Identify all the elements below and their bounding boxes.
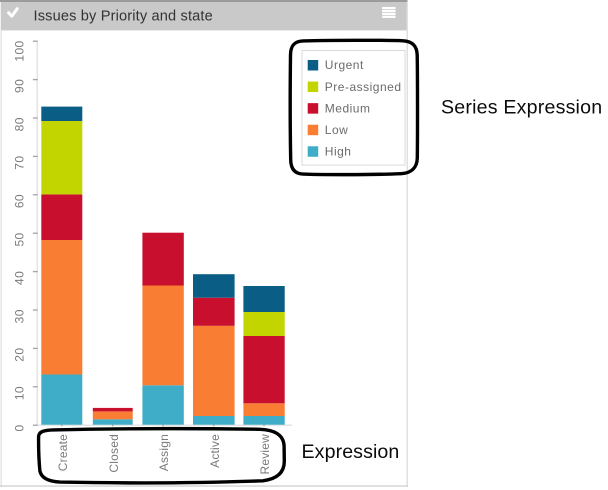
svg-text:30: 30 [12, 309, 26, 323]
svg-text:Active: Active [208, 434, 222, 468]
svg-text:Issues by Priority and state: Issues by Priority and state [34, 9, 213, 25]
svg-text:Pre-assigned: Pre-assigned [325, 80, 402, 94]
svg-text:Review: Review [258, 434, 272, 475]
svg-text:High: High [325, 144, 352, 158]
svg-text:80: 80 [12, 117, 26, 131]
svg-text:Assign: Assign [157, 434, 171, 471]
svg-text:100: 100 [12, 40, 26, 61]
svg-text:Closed: Closed [107, 434, 121, 473]
svg-text:Urgent: Urgent [325, 58, 364, 72]
svg-text:70: 70 [12, 156, 26, 170]
svg-text:40: 40 [12, 271, 26, 285]
svg-text:Medium: Medium [325, 101, 371, 115]
svg-text:Series Expression: Series Expression [441, 96, 602, 118]
svg-text:Low: Low [325, 123, 349, 137]
svg-text:0: 0 [12, 424, 26, 431]
svg-text:50: 50 [12, 232, 26, 246]
svg-text:60: 60 [12, 194, 26, 208]
svg-text:Expression: Expression [302, 441, 400, 463]
svg-text:Create: Create [56, 434, 70, 471]
svg-text:20: 20 [12, 348, 26, 362]
svg-text:90: 90 [12, 79, 26, 93]
svg-text:10: 10 [12, 386, 26, 400]
